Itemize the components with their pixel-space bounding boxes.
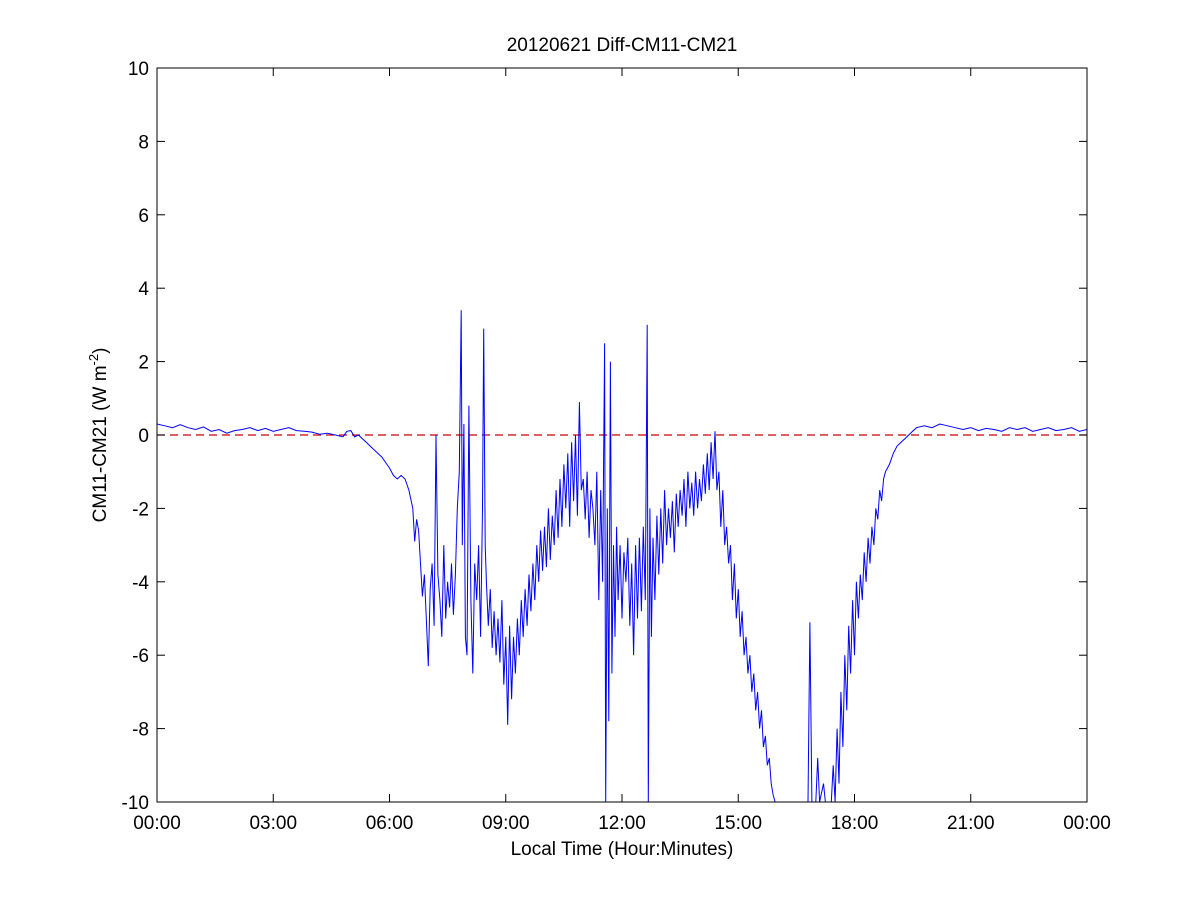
y-axis-label-close: )	[90, 348, 111, 354]
y-tick-label: -10	[122, 793, 149, 814]
y-axis-label: CM11-CM21 (W m-2)	[86, 348, 111, 523]
series-line	[157, 310, 1087, 802]
y-tick-label: 4	[138, 279, 149, 300]
y-tick-label: -6	[132, 646, 149, 667]
chart-title: 20120621 Diff-CM11-CM21	[507, 35, 738, 56]
x-tick-label: 03:00	[249, 813, 297, 834]
x-tick-label: 00:00	[133, 813, 181, 834]
x-axis-label: Local Time (Hour:Minutes)	[511, 839, 734, 860]
x-tick-label: 09:00	[482, 813, 530, 834]
y-tick-label: -2	[132, 499, 149, 520]
plot-area	[157, 68, 1087, 802]
x-tick-label: 06:00	[366, 813, 414, 834]
x-tick-label: 18:00	[831, 813, 879, 834]
series-layer	[157, 310, 1087, 802]
x-tick-label: 00:00	[1063, 813, 1111, 834]
y-tick-label: 8	[138, 132, 149, 153]
x-tick-label: 12:00	[598, 813, 646, 834]
y-axis-label-superscript: -2	[86, 354, 101, 366]
y-tick-label: 6	[138, 206, 149, 227]
y-axis-ticks: 10 8 6 4 2 0 -2 -4 -6 -8 -10	[122, 59, 1087, 814]
x-tick-label: 21:00	[947, 813, 995, 834]
y-tick-label: 10	[128, 59, 149, 80]
x-axis-ticks: 00:00 03:00 06:00 09:00 12:00 15:00 18:00 21:00…	[133, 68, 1111, 834]
x-tick-label: 15:00	[714, 813, 762, 834]
y-tick-label: 2	[138, 353, 149, 374]
y-axis-label-main: CM11-CM21 (W m	[90, 365, 111, 522]
y-tick-label: -4	[132, 573, 149, 594]
y-tick-label: 0	[138, 426, 149, 447]
y-tick-label: -8	[132, 720, 149, 741]
